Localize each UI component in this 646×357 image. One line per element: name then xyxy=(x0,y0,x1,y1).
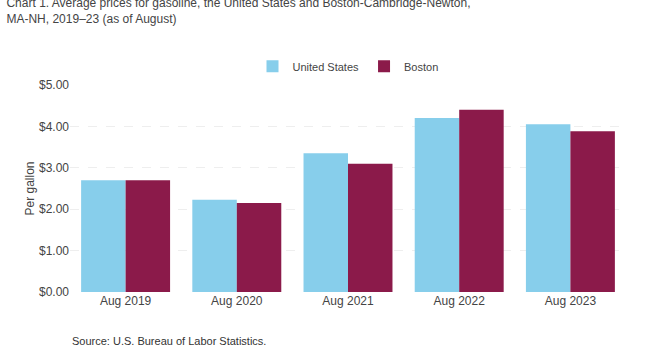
svg-text:Aug 2020: Aug 2020 xyxy=(211,294,263,308)
svg-text:$4.00: $4.00 xyxy=(39,120,69,134)
svg-text:Chart 1. Average prices for ga: Chart 1. Average prices for gasoline, th… xyxy=(6,0,470,26)
svg-text:$1.00: $1.00 xyxy=(39,244,69,258)
svg-text:$0.00: $0.00 xyxy=(39,285,69,299)
svg-text:United States: United States xyxy=(293,61,360,73)
svg-text:Aug 2019: Aug 2019 xyxy=(100,294,152,308)
svg-text:Boston: Boston xyxy=(404,61,438,73)
svg-text:$3.00: $3.00 xyxy=(39,161,69,175)
svg-text:Aug 2023: Aug 2023 xyxy=(545,294,597,308)
svg-text:Source: U.S. Bureau of Labor S: Source: U.S. Bureau of Labor Statistics. xyxy=(72,335,266,347)
svg-text:Aug 2022: Aug 2022 xyxy=(434,294,486,308)
svg-text:Per gallon: Per gallon xyxy=(23,161,37,215)
svg-text:$2.00: $2.00 xyxy=(39,202,69,216)
svg-text:$5.00: $5.00 xyxy=(39,78,69,92)
svg-text:Aug 2021: Aug 2021 xyxy=(322,294,374,308)
